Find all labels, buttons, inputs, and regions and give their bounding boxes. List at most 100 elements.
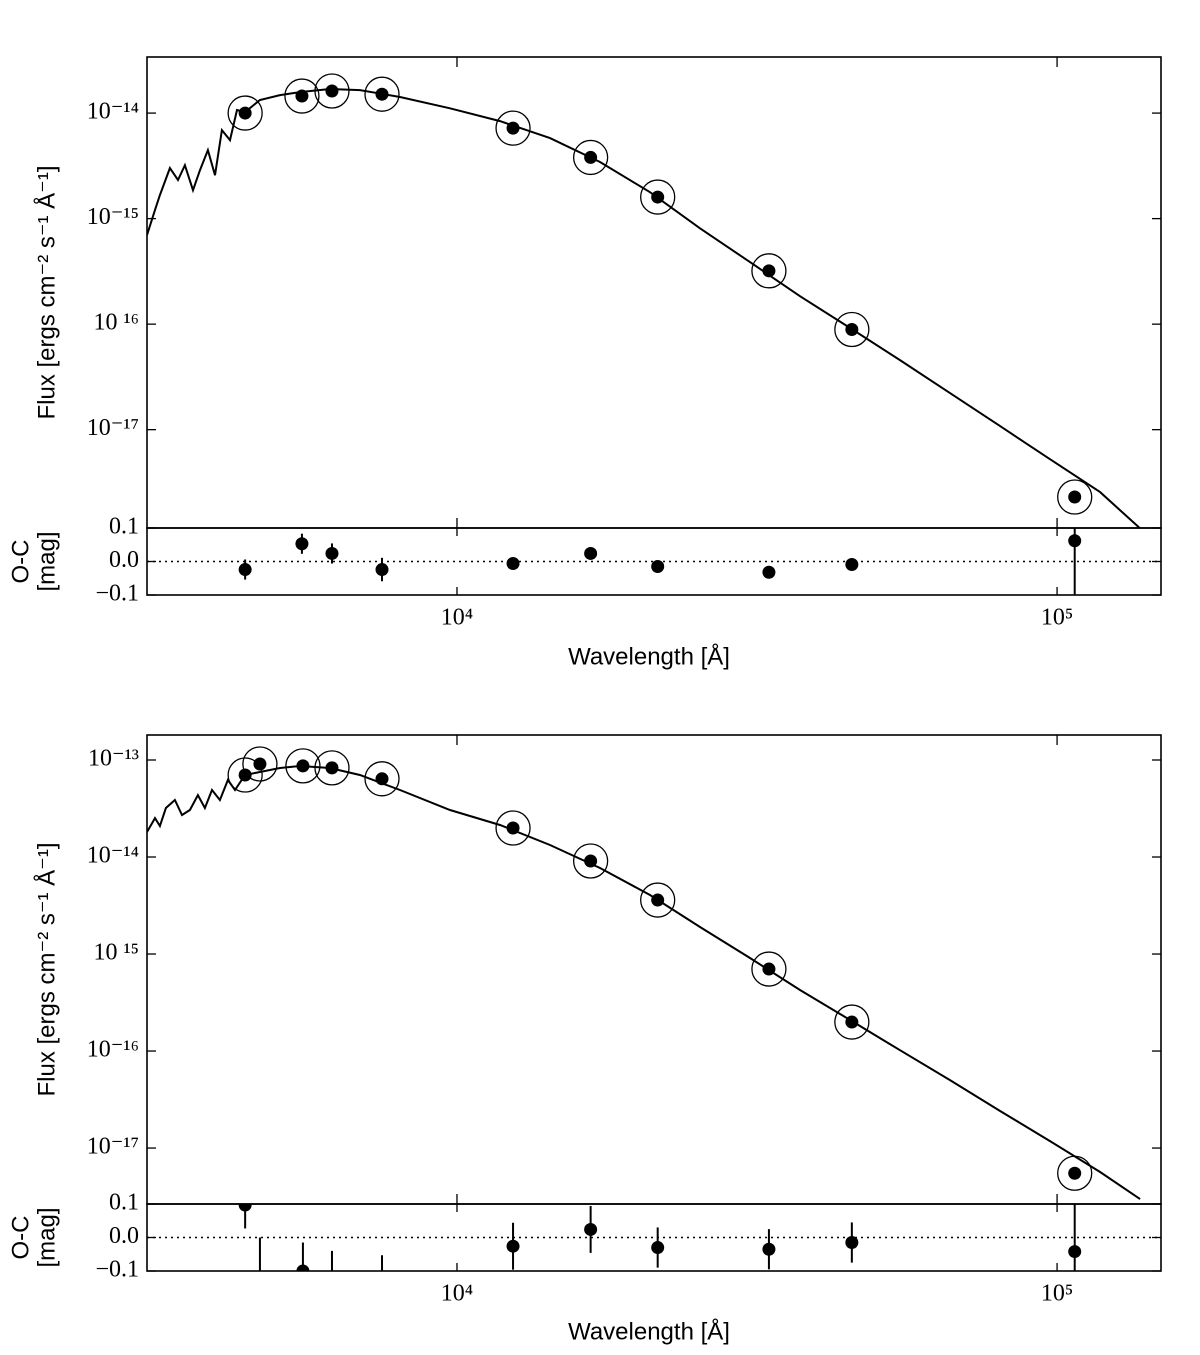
point-ring xyxy=(1057,479,1093,515)
y-tick-label: 10⁻¹⁴ xyxy=(87,99,139,125)
point xyxy=(238,106,252,120)
point xyxy=(584,854,598,868)
residual-point xyxy=(1068,534,1082,548)
residual-point xyxy=(651,1241,665,1255)
point xyxy=(762,962,776,976)
residual-tick-label: −0.1 xyxy=(95,1257,139,1283)
y-tick-label: 10⁻¹⁵ xyxy=(87,204,139,230)
y-axis-label: Flux [ergs cm⁻² s⁻¹ Å⁻¹] xyxy=(32,165,60,419)
point xyxy=(506,121,520,135)
residual-point xyxy=(584,1222,598,1236)
residual-point xyxy=(325,1281,338,1294)
point xyxy=(845,1015,859,1029)
residual-point xyxy=(295,537,309,551)
residual-point xyxy=(296,1264,310,1271)
residual-point xyxy=(253,1281,266,1294)
point xyxy=(295,89,309,103)
x-tick-label: 10⁵ xyxy=(1041,1281,1073,1307)
residual-point xyxy=(506,1239,520,1253)
residual-axis-label: [mag] xyxy=(33,531,60,591)
y-tick-label: 10⁻¹⁷ xyxy=(87,1134,139,1160)
point-ring xyxy=(285,748,321,784)
point-ring xyxy=(751,253,787,289)
x-tick-label: 10⁴ xyxy=(441,1281,473,1307)
residual-point xyxy=(325,546,339,560)
point xyxy=(375,87,389,101)
point xyxy=(1068,1166,1082,1180)
point-ring xyxy=(227,95,263,131)
residual-frame xyxy=(146,1203,1162,1272)
point-ring xyxy=(640,882,676,918)
point xyxy=(584,150,598,164)
x-tick-label: 10⁵ xyxy=(1041,605,1073,631)
y-tick-label: 10⁻¹⁷ xyxy=(87,415,139,441)
point-ring xyxy=(364,76,400,112)
point-ring xyxy=(572,843,609,879)
point-ring xyxy=(495,110,531,146)
point-ring xyxy=(495,810,531,846)
y-axis-label: Flux [ergs cm⁻² s⁻¹ Å⁻¹] xyxy=(32,842,60,1096)
point xyxy=(762,264,776,278)
residual-tick-label: −0.1 xyxy=(95,581,139,607)
residual-tick-label: 0.0 xyxy=(109,547,139,573)
sed-frame xyxy=(146,734,1162,1205)
sed-plot xyxy=(147,746,1141,1200)
point-ring xyxy=(640,179,676,215)
point-ring xyxy=(1057,1155,1093,1191)
y-tick-label: 10 ¹⁶ xyxy=(93,310,139,336)
residual-axis-label: O-C xyxy=(7,540,34,584)
point-ring xyxy=(227,757,263,793)
residual-tick-label: 0.0 xyxy=(109,1223,139,1249)
point xyxy=(651,190,665,204)
residual-point xyxy=(238,563,252,577)
model-line xyxy=(147,764,1141,1200)
point xyxy=(325,84,339,98)
y-tick-label: 10 ¹⁵ xyxy=(93,940,139,966)
point-ring xyxy=(834,311,870,348)
point-ring xyxy=(834,1004,870,1040)
y-tick-label: 10⁻¹⁶ xyxy=(87,1037,139,1063)
sed-plot xyxy=(147,73,1141,528)
point-ring xyxy=(314,750,350,786)
residual-plot xyxy=(238,528,1082,595)
residual-point xyxy=(762,565,776,579)
point xyxy=(651,893,665,907)
residual-point xyxy=(651,560,665,574)
model-line xyxy=(147,87,1141,528)
x-axis-label: Wavelength [Å] xyxy=(568,1317,730,1345)
residual-point xyxy=(376,1285,389,1298)
residual-point xyxy=(506,557,520,571)
residual-frame xyxy=(146,527,1162,596)
x-axis-label: Wavelength [Å] xyxy=(568,642,730,670)
residual-point xyxy=(238,1204,252,1212)
point-ring xyxy=(751,951,787,987)
point xyxy=(253,757,267,771)
residual-point xyxy=(375,563,389,577)
residual-point xyxy=(845,1236,859,1250)
residual-plot xyxy=(238,1204,1082,1298)
residual-point xyxy=(584,546,598,560)
point-ring xyxy=(284,78,320,114)
y-tick-label: 10⁻¹³ xyxy=(88,745,139,771)
point xyxy=(375,772,389,786)
residual-point xyxy=(762,1242,776,1256)
x-tick-label: 10⁴ xyxy=(441,605,473,631)
residual-axis-label: [mag] xyxy=(33,1207,60,1267)
residual-tick-label: 0.1 xyxy=(109,1190,139,1216)
point xyxy=(296,759,310,773)
point-ring xyxy=(242,746,278,782)
y-tick-label: 10⁻¹⁴ xyxy=(87,843,139,869)
point-ring xyxy=(314,73,350,109)
point xyxy=(325,761,339,775)
point xyxy=(238,768,252,782)
point xyxy=(1068,490,1082,504)
point-ring xyxy=(364,761,400,797)
point xyxy=(845,322,859,336)
residual-axis-label: O-C xyxy=(7,1216,34,1260)
residual-point xyxy=(1068,1245,1082,1259)
point-ring xyxy=(572,139,609,176)
sed-frame xyxy=(146,56,1162,529)
residual-point xyxy=(845,558,859,572)
residual-tick-label: 0.1 xyxy=(109,514,139,540)
point xyxy=(506,821,520,835)
